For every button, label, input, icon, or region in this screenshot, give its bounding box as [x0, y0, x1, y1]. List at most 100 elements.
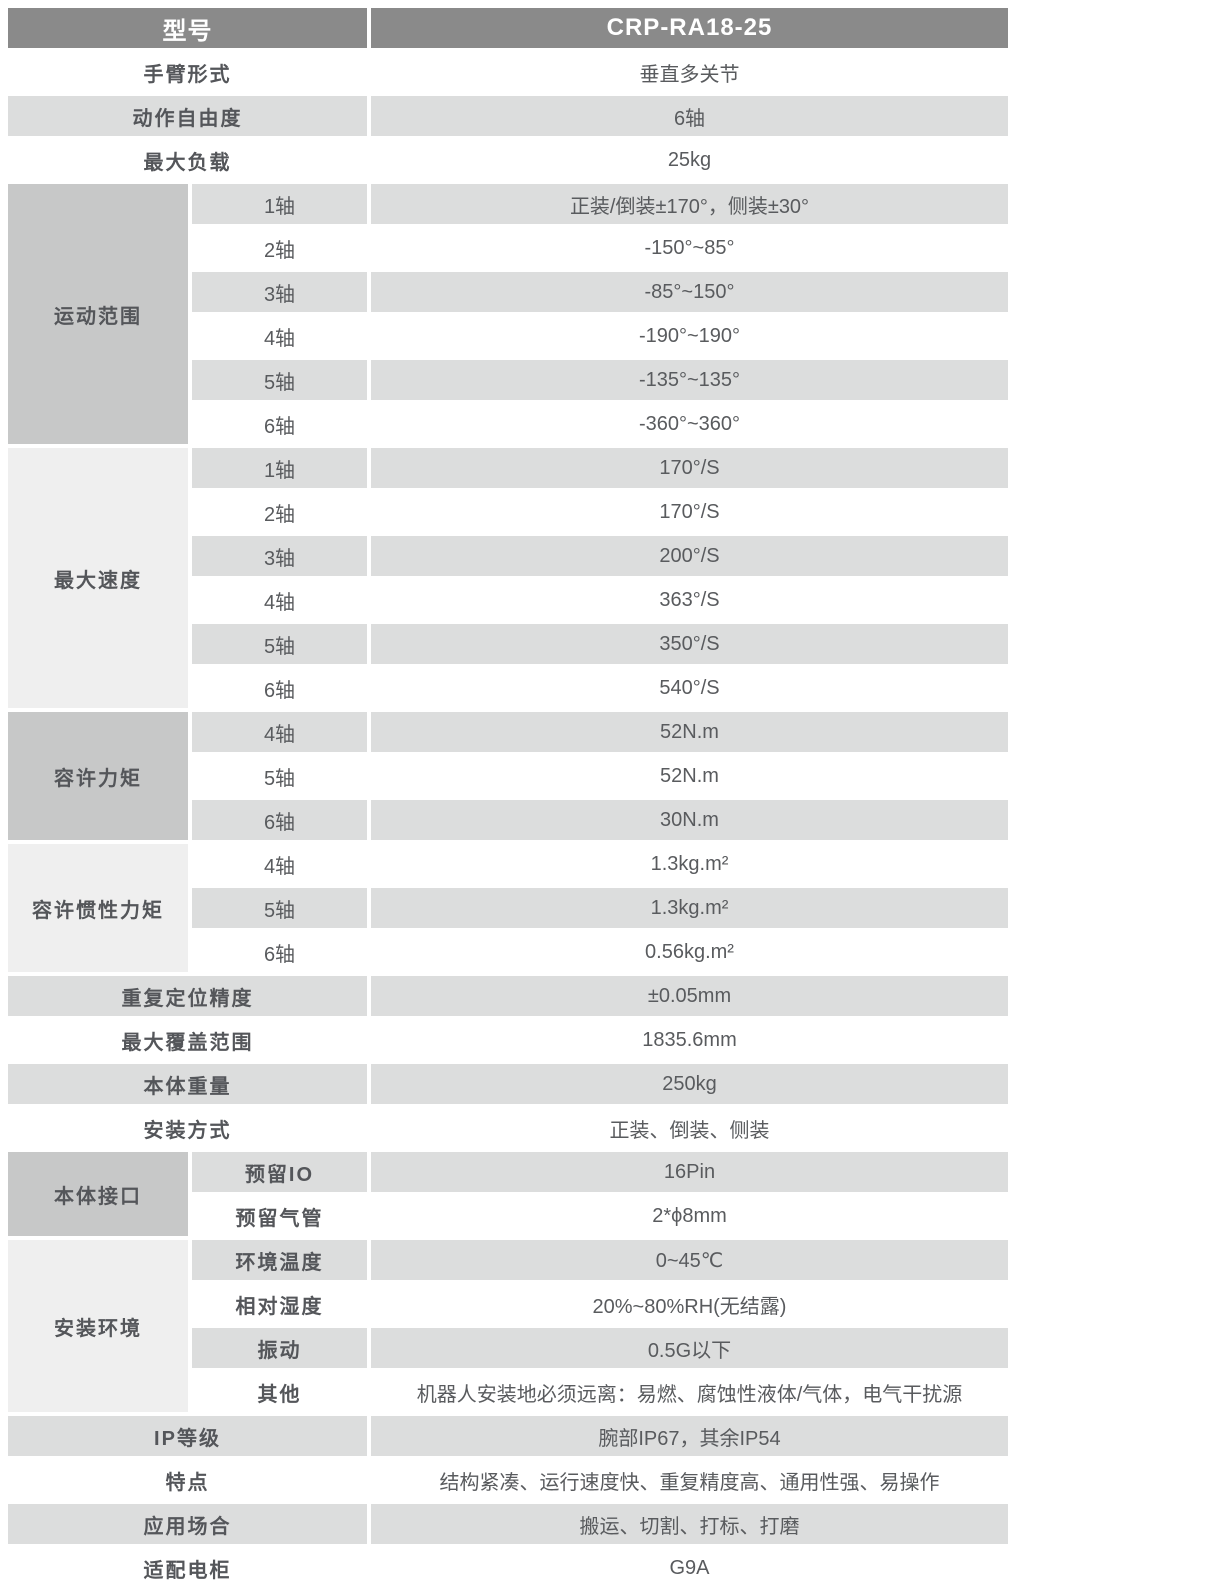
spec-table-body: 型号 CRP-RA18-25 手臂形式 垂直多关节 动作自由度 6轴 最大负载 25kg 运动范… — [8, 8, 1008, 1588]
spec-value-cell: -150°~85° — [371, 228, 1008, 268]
spec-value-cell: 363°/S — [371, 580, 1008, 620]
spec-value-cell: 170°/S — [371, 492, 1008, 532]
spec-sublabel-cell: 2轴 — [192, 492, 367, 532]
spec-value-cell: -135°~135° — [371, 360, 1008, 400]
spec-row: 容许惯性力矩 4轴 1.3kg.m² — [8, 844, 1008, 972]
spec-value-cell: 0.5G以下 — [371, 1328, 1008, 1368]
spec-value-cell: 搬运、切割、打标、打磨 — [371, 1504, 1008, 1544]
spec-row: 应用场合 搬运、切割、打标、打磨 — [8, 1504, 1008, 1544]
spec-value-cell: 正装/倒装±170°，侧装±30° — [371, 184, 1008, 224]
spec-row: 6轴 0.56kg.m² — [8, 932, 1008, 972]
model-label-cell: 型号 — [8, 8, 367, 48]
model-header-row: 型号 CRP-RA18-25 — [8, 8, 1008, 48]
spec-row: 本体重量 250kg — [8, 1064, 1008, 1104]
spec-sublabel-cell: 5轴 — [192, 756, 367, 796]
spec-sublabel-cell: 4轴 — [192, 712, 367, 752]
spec-label-cell: 最大负载 — [8, 140, 367, 180]
spec-sublabel-cell: 1轴 — [192, 184, 367, 224]
spec-row: 4轴 -190°~190° — [8, 316, 1008, 356]
spec-sublabel-cell: 3轴 — [192, 536, 367, 576]
spec-value-cell: 0.56kg.m² — [371, 932, 1008, 972]
spec-label-cell: 重复定位精度 — [8, 976, 367, 1016]
spec-value-cell: -360°~360° — [371, 404, 1008, 444]
spec-group-cell: 容许惯性力矩 — [8, 844, 188, 972]
spec-table: 型号 CRP-RA18-25 手臂形式 垂直多关节 动作自由度 6轴 最大负载 25kg 运动范… — [4, 4, 1012, 1592]
spec-value-cell: -190°~190° — [371, 316, 1008, 356]
model-value-cell: CRP-RA18-25 — [371, 8, 1008, 48]
spec-row: 安装方式 正装、倒装、侧装 — [8, 1108, 1008, 1148]
spec-sublabel-cell: 5轴 — [192, 360, 367, 400]
spec-value-cell: 52N.m — [371, 756, 1008, 796]
spec-row: 最大覆盖范围 1835.6mm — [8, 1020, 1008, 1060]
spec-value-cell: 200°/S — [371, 536, 1008, 576]
spec-row: 本体接口 预留IO 16Pin — [8, 1152, 1008, 1236]
spec-row: 适配电柜 G9A — [8, 1548, 1008, 1588]
spec-sublabel-cell: 2轴 — [192, 228, 367, 268]
spec-value-cell: 结构紧凑、运行速度快、重复精度高、通用性强、易操作 — [371, 1460, 1008, 1500]
spec-row: 其他 机器人安装地必须远离：易燃、腐蚀性液体/气体，电气干扰源 — [8, 1372, 1008, 1412]
spec-value-cell: 350°/S — [371, 624, 1008, 664]
spec-value-cell: 250kg — [371, 1064, 1008, 1104]
spec-sublabel-cell: 4轴 — [192, 844, 367, 884]
spec-value-cell: ±0.05mm — [371, 976, 1008, 1016]
spec-sublabel-cell: 4轴 — [192, 316, 367, 356]
spec-row: 4轴 363°/S — [8, 580, 1008, 620]
spec-group-cell: 容许力矩 — [8, 712, 188, 840]
spec-label-cell: IP等级 — [8, 1416, 367, 1456]
spec-row: 最大负载 25kg — [8, 140, 1008, 180]
spec-value-cell: G9A — [371, 1548, 1008, 1588]
spec-label-cell: 动作自由度 — [8, 96, 367, 136]
spec-value-cell: 1.3kg.m² — [371, 844, 1008, 884]
spec-sublabel-cell: 振动 — [192, 1328, 367, 1368]
spec-value-cell: 正装、倒装、侧装 — [371, 1108, 1008, 1148]
spec-row: 6轴 30N.m — [8, 800, 1008, 840]
spec-sublabel-cell: 5轴 — [192, 624, 367, 664]
spec-row: 2轴 170°/S — [8, 492, 1008, 532]
spec-value-cell: 16Pin — [371, 1152, 1008, 1192]
spec-sublabel-cell: 预留气管 — [192, 1196, 367, 1236]
spec-row: 5轴 -135°~135° — [8, 360, 1008, 400]
spec-value-cell: 540°/S — [371, 668, 1008, 708]
spec-row: 动作自由度 6轴 — [8, 96, 1008, 136]
spec-row: 相对湿度 20%~80%RH(无结露) — [8, 1284, 1008, 1324]
spec-row: 特点 结构紧凑、运行速度快、重复精度高、通用性强、易操作 — [8, 1460, 1008, 1500]
spec-value-cell: 20%~80%RH(无结露) — [371, 1284, 1008, 1324]
spec-row: 重复定位精度 ±0.05mm — [8, 976, 1008, 1016]
spec-group-cell: 安装环境 — [8, 1240, 188, 1412]
spec-row: 预留气管 2*ϕ8mm — [8, 1196, 1008, 1236]
spec-sublabel-cell: 其他 — [192, 1372, 367, 1412]
spec-row: 容许力矩 4轴 52N.m — [8, 712, 1008, 840]
spec-row: 3轴 200°/S — [8, 536, 1008, 576]
spec-value-cell: 6轴 — [371, 96, 1008, 136]
spec-row: 6轴 540°/S — [8, 668, 1008, 708]
spec-sublabel-cell: 6轴 — [192, 404, 367, 444]
spec-value-cell: 腕部IP67，其余IP54 — [371, 1416, 1008, 1456]
spec-sublabel-cell: 环境温度 — [192, 1240, 367, 1280]
spec-row: 安装环境 环境温度 0~45℃ — [8, 1240, 1008, 1412]
spec-value-cell: 0~45℃ — [371, 1240, 1008, 1280]
spec-sublabel-cell: 5轴 — [192, 888, 367, 928]
spec-value-cell: 25kg — [371, 140, 1008, 180]
spec-group-cell: 最大速度 — [8, 448, 188, 708]
spec-row: 6轴 -360°~360° — [8, 404, 1008, 444]
spec-value-cell: 机器人安装地必须远离：易燃、腐蚀性液体/气体，电气干扰源 — [371, 1372, 1008, 1412]
spec-group-cell: 运动范围 — [8, 184, 188, 444]
spec-row: 5轴 52N.m — [8, 756, 1008, 796]
spec-sublabel-cell: 预留IO — [192, 1152, 367, 1192]
spec-value-cell: 2*ϕ8mm — [371, 1196, 1008, 1236]
spec-row: 运动范围 1轴 正装/倒装±170°，侧装±30° — [8, 184, 1008, 444]
spec-sublabel-cell: 3轴 — [192, 272, 367, 312]
spec-sublabel-cell: 相对湿度 — [192, 1284, 367, 1324]
spec-value-cell: 1.3kg.m² — [371, 888, 1008, 928]
spec-value-cell: 1835.6mm — [371, 1020, 1008, 1060]
spec-row: IP等级 腕部IP67，其余IP54 — [8, 1416, 1008, 1456]
spec-row: 5轴 350°/S — [8, 624, 1008, 664]
spec-sublabel-cell: 6轴 — [192, 668, 367, 708]
spec-value-cell: 170°/S — [371, 448, 1008, 488]
spec-sublabel-cell: 6轴 — [192, 800, 367, 840]
spec-label-cell: 特点 — [8, 1460, 367, 1500]
spec-sublabel-cell: 1轴 — [192, 448, 367, 488]
spec-label-cell: 手臂形式 — [8, 52, 367, 92]
spec-value-cell: 垂直多关节 — [371, 52, 1008, 92]
spec-label-cell: 应用场合 — [8, 1504, 367, 1544]
